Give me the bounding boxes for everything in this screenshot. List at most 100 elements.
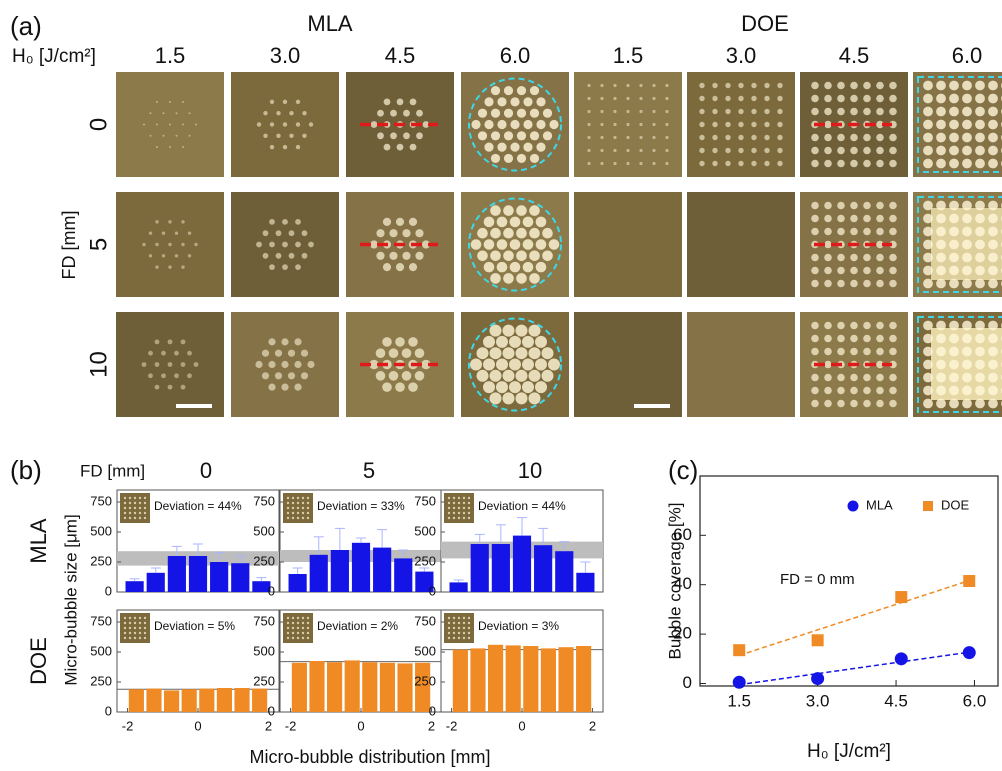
spot (811, 387, 819, 395)
spot (949, 120, 959, 130)
y-tick-label: 0 (683, 673, 692, 692)
spot (453, 517, 455, 519)
spot (811, 134, 819, 142)
spot (276, 230, 282, 236)
x-axis-label: Micro-bubble distribution [mm] (249, 747, 490, 767)
spot (751, 96, 756, 101)
spot (124, 637, 126, 639)
spot (889, 335, 897, 343)
spot (448, 617, 450, 619)
y-tick-label: 750 (90, 613, 112, 628)
spot (124, 512, 126, 514)
spot (483, 359, 495, 371)
spot (139, 637, 141, 639)
spot (889, 215, 897, 223)
column-label: 3.0 (726, 43, 757, 68)
spot (889, 82, 897, 90)
spot (587, 149, 590, 152)
spot (962, 214, 972, 224)
spot (837, 147, 845, 155)
spot (144, 617, 146, 619)
marker (812, 634, 824, 646)
spot (962, 107, 972, 117)
spot (463, 517, 465, 519)
spot (824, 108, 832, 116)
spot (850, 387, 858, 395)
spot (376, 348, 386, 358)
spot (448, 517, 450, 519)
spot (652, 110, 655, 113)
spot (936, 266, 946, 276)
spot (988, 386, 998, 396)
column-label: 10 (518, 458, 542, 483)
spot (307, 361, 314, 368)
spot (923, 227, 933, 237)
spot (503, 251, 514, 262)
spot (389, 229, 397, 237)
spot (468, 617, 470, 619)
spot (458, 502, 460, 504)
y-tick-label: 750 (253, 613, 275, 628)
spot (497, 120, 506, 129)
spot (129, 637, 131, 639)
spot (509, 359, 521, 371)
y-tick-label: 0 (105, 703, 112, 718)
spot (463, 617, 465, 619)
spot (490, 392, 502, 404)
spot (497, 143, 506, 152)
spot (282, 219, 288, 225)
spot (850, 215, 858, 223)
spot (382, 382, 392, 392)
spot (949, 81, 959, 91)
spot (600, 110, 603, 113)
spot (811, 280, 819, 288)
spot (155, 362, 160, 367)
spot (962, 321, 972, 331)
bar (470, 648, 485, 712)
spot (936, 81, 946, 91)
spot (936, 133, 946, 143)
spot (156, 101, 158, 103)
photo (461, 192, 569, 297)
spot (712, 83, 717, 88)
spot (468, 507, 470, 509)
spot (988, 373, 998, 383)
spot (162, 254, 165, 257)
spot (889, 348, 897, 356)
spot (889, 95, 897, 103)
spot (876, 228, 884, 236)
spot (283, 100, 287, 104)
spot (988, 266, 998, 276)
spot (143, 124, 145, 126)
spot (255, 361, 262, 368)
spot (503, 325, 515, 337)
spot (301, 350, 308, 357)
spot (764, 96, 769, 101)
spot (824, 228, 832, 236)
spot (307, 517, 309, 519)
spot (181, 385, 186, 390)
spot (988, 360, 998, 370)
spot (962, 334, 972, 344)
spot (516, 347, 528, 359)
column-label: 4.5 (385, 43, 416, 68)
spot (824, 280, 832, 288)
spot (302, 507, 304, 509)
spot (483, 381, 495, 393)
spot (988, 240, 998, 250)
spot (169, 146, 171, 148)
spot (988, 227, 998, 237)
spot (889, 134, 897, 142)
spot (150, 112, 152, 114)
spot (824, 387, 832, 395)
spot (850, 202, 858, 210)
spot (453, 617, 455, 619)
spot (777, 161, 782, 166)
spot (738, 135, 743, 140)
spot (389, 252, 397, 260)
spot (275, 350, 282, 357)
spot (936, 279, 946, 289)
spot (287, 617, 289, 619)
row-label: 0 (85, 118, 112, 131)
spot (876, 147, 884, 155)
